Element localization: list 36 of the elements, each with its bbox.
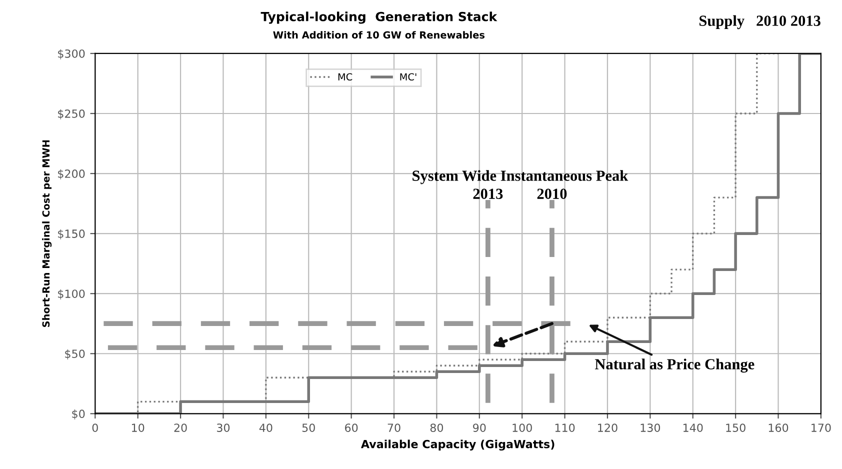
x-tick-label: 10: [132, 424, 144, 432]
x-tick-label: 170: [812, 424, 831, 432]
y-tick-label: $250: [58, 109, 85, 120]
text: Supply 2010 2013: [700, 15, 820, 30]
legend-label: MC': [400, 73, 416, 81]
x-tick-label: 0: [92, 424, 98, 432]
annotation: 2013: [473, 188, 503, 199]
x-tick-label: 160: [768, 424, 788, 432]
x-tick-label: 40: [259, 424, 272, 432]
y-tick-label: $100: [58, 289, 85, 300]
x-tick-label: 50: [302, 424, 315, 432]
x-tick-label: 140: [683, 424, 703, 432]
legend-label: MC: [338, 73, 352, 81]
y-tick-label: $150: [58, 229, 85, 240]
y-tick-label: $0: [72, 409, 85, 420]
x-tick-label: 100: [512, 424, 532, 432]
x-tick-label: 130: [640, 424, 660, 432]
y-tick-label: $300: [58, 49, 85, 60]
annotation: 2010: [537, 188, 567, 199]
chart-subtitle: With Addition of 10 GW of Renewables: [273, 31, 485, 39]
y-tick-label: $50: [65, 349, 85, 360]
x-tick-label: 80: [430, 424, 444, 432]
x-tick-label: 70: [388, 424, 400, 432]
y-axis-title: Short-Run Marginal Cost per MWH: [42, 140, 52, 327]
annotation: System Wide Instantaneous Peak: [412, 170, 628, 184]
x-tick-label: 60: [345, 424, 358, 432]
x-axis-title: Available Capacity (GigaWatts): [360, 440, 554, 451]
x-tick-label: 150: [726, 424, 746, 432]
x-tick-label: 20: [174, 424, 187, 432]
x-tick-label: 30: [217, 424, 230, 432]
x-tick-label: 120: [598, 424, 618, 432]
x-tick-label: 90: [473, 424, 486, 432]
annotation: Natural as Price Change: [594, 358, 754, 373]
y-tick-label: $200: [58, 169, 85, 180]
x-tick-label: 110: [555, 424, 575, 432]
chart-title: Typical-looking Generation Stack: [260, 12, 498, 24]
